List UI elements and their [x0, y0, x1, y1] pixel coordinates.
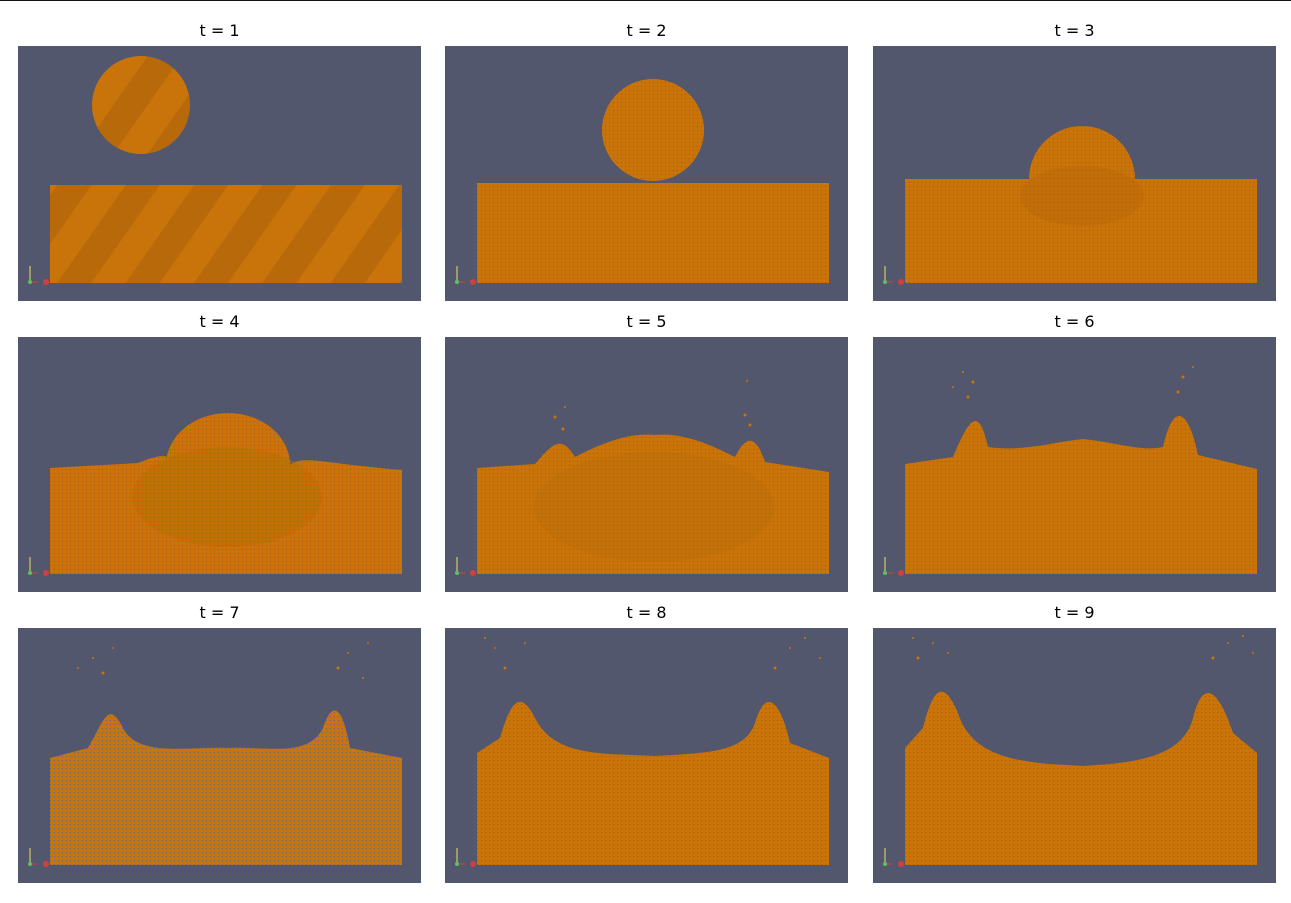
simulation-view: [445, 337, 848, 592]
panel-title: t = 8: [626, 603, 667, 622]
sim-svg: [455, 380, 829, 576]
sim-svg: [28, 642, 402, 867]
droplet: [166, 413, 290, 465]
panel-title: t = 2: [626, 21, 667, 40]
liquid-pool: [50, 456, 402, 574]
panel-title: t = 4: [199, 312, 240, 331]
liquid-pool: [50, 185, 402, 283]
orientation-axes-icon: [883, 848, 904, 867]
panel-title: t = 5: [626, 312, 667, 331]
panel-title: t = 1: [199, 21, 240, 40]
panel-title: t = 7: [199, 603, 240, 622]
orientation-axes-icon: [28, 266, 49, 285]
simulation-view: [18, 337, 421, 592]
splash-droplets: [912, 635, 1254, 660]
impact-cavity: [132, 447, 322, 547]
liquid-pool: [477, 434, 829, 574]
liquid-pool: [905, 415, 1257, 574]
top-border-line: [0, 0, 1291, 1]
orientation-axes-icon: [28, 848, 49, 867]
panel-title: t = 3: [1054, 21, 1095, 40]
splash-droplets: [484, 637, 821, 670]
simulation-view: [873, 337, 1276, 592]
orientation-axes-icon: [883, 557, 904, 576]
simulation-view: [18, 628, 421, 883]
orientation-axes-icon: [455, 848, 476, 867]
droplet: [602, 79, 704, 181]
droplet: [92, 56, 190, 154]
liquid-pool: [905, 179, 1257, 283]
liquid-pool: [905, 691, 1257, 865]
simulation-view: [445, 46, 848, 301]
simulation-view: [873, 628, 1276, 883]
impact-cavity: [1020, 166, 1144, 226]
orientation-axes-icon: [455, 557, 476, 576]
splash-droplets: [553, 380, 752, 431]
sim-svg: [28, 56, 402, 285]
liquid-pool: [477, 183, 829, 283]
simulation-view: [18, 46, 421, 301]
orientation-axes-icon: [28, 557, 49, 576]
sim-svg: [883, 366, 1257, 576]
sim-svg: [28, 413, 402, 576]
panel-title: t = 6: [1054, 312, 1095, 331]
sim-svg: [455, 79, 829, 285]
orientation-axes-icon: [883, 266, 904, 285]
sim-svg: [455, 637, 829, 867]
splash-droplets: [77, 642, 369, 679]
simulation-view: [445, 628, 848, 883]
droplet: [1029, 125, 1135, 179]
splash-droplets: [952, 366, 1194, 399]
liquid-pool: [477, 701, 829, 865]
impact-cavity: [534, 452, 774, 562]
panel-title: t = 9: [1054, 603, 1095, 622]
orientation-axes-icon: [455, 266, 476, 285]
sim-svg: [883, 635, 1257, 867]
liquid-pool: [50, 710, 402, 865]
simulation-view: [873, 46, 1276, 301]
sim-svg: [883, 125, 1257, 285]
